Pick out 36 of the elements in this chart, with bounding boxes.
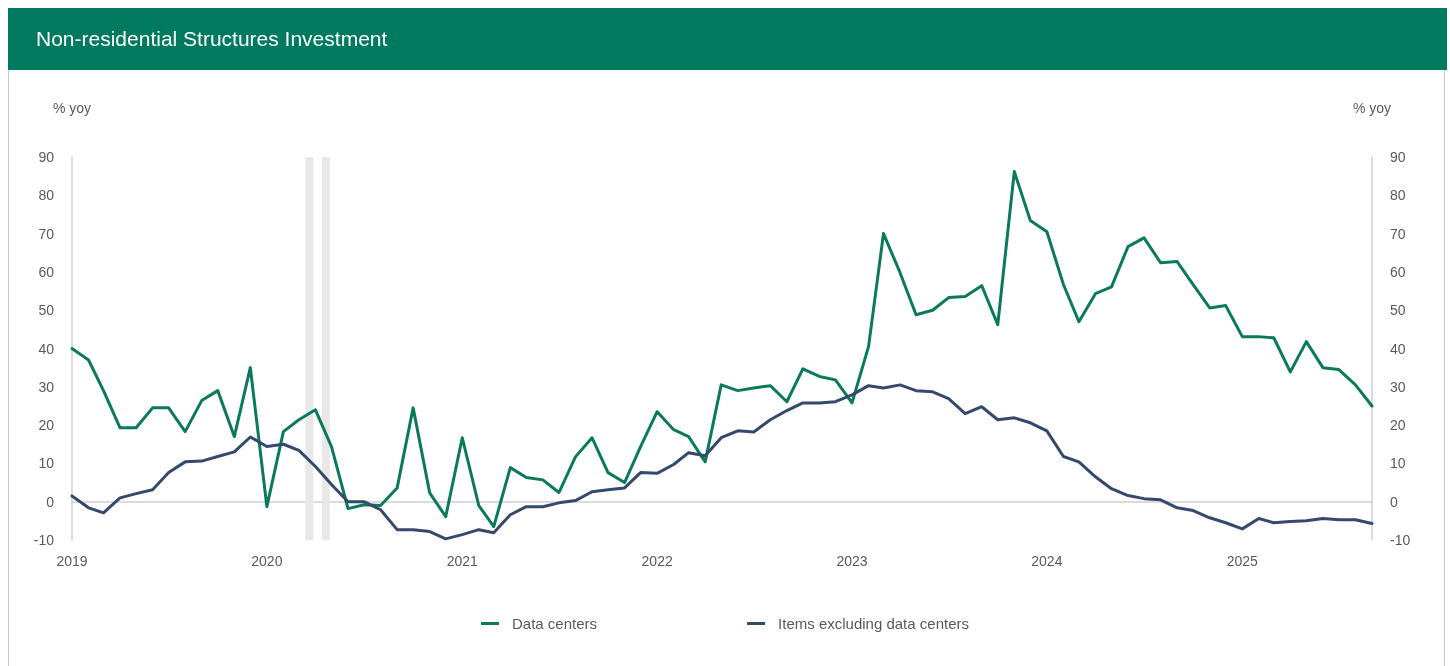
legend-label: Data centers bbox=[512, 615, 598, 632]
y-tick-label: 40 bbox=[38, 340, 55, 357]
y-tick-label: 50 bbox=[38, 302, 55, 319]
chart-title: Non-residential Structures Investment bbox=[8, 8, 1447, 70]
y-axis-title: % yoy bbox=[52, 100, 92, 116]
line-series bbox=[70, 383, 1374, 541]
y-tick-label: 10 bbox=[38, 455, 55, 472]
y-tick-label: -10 bbox=[33, 532, 55, 548]
line-series bbox=[70, 170, 1374, 529]
y2-tick-label: 40 bbox=[1390, 340, 1406, 357]
y2-tick-label: 60 bbox=[1390, 263, 1406, 280]
y-tick-label: 0 bbox=[46, 493, 55, 510]
x-tick-label: 2021 bbox=[446, 553, 479, 569]
x-tick-label: 2022 bbox=[641, 553, 673, 569]
y-tick-label: 60 bbox=[38, 263, 55, 280]
y2-tick-label: 30 bbox=[1390, 378, 1406, 395]
y2-tick-label: 70 bbox=[1390, 225, 1406, 242]
y2-tick-label: 90 bbox=[1390, 149, 1406, 165]
y-tick-label: 80 bbox=[38, 187, 55, 204]
y-tick-label: 70 bbox=[38, 225, 55, 242]
x-tick-label: 2024 bbox=[1031, 553, 1063, 569]
y2-tick-label: 0 bbox=[1390, 493, 1398, 510]
y2-tick-label: 50 bbox=[1390, 302, 1406, 319]
y2-tick-label: -10 bbox=[1390, 532, 1411, 548]
y-tick-label: 90 bbox=[38, 149, 55, 165]
legend-label: Items excluding data centers bbox=[778, 615, 969, 632]
x-tick-label: 2023 bbox=[836, 553, 868, 569]
y2-tick-label: 10 bbox=[1390, 455, 1406, 472]
x-tick-label: 2019 bbox=[56, 553, 88, 569]
x-tick-label: 2020 bbox=[251, 553, 283, 569]
y2-axis-title: % yoy bbox=[1352, 100, 1392, 116]
y-tick-label: 30 bbox=[38, 378, 55, 395]
y2-tick-label: 80 bbox=[1390, 187, 1406, 204]
y2-tick-label: 20 bbox=[1390, 417, 1406, 434]
y-tick-label: 20 bbox=[38, 417, 55, 434]
x-tick-label: 2025 bbox=[1226, 553, 1259, 569]
